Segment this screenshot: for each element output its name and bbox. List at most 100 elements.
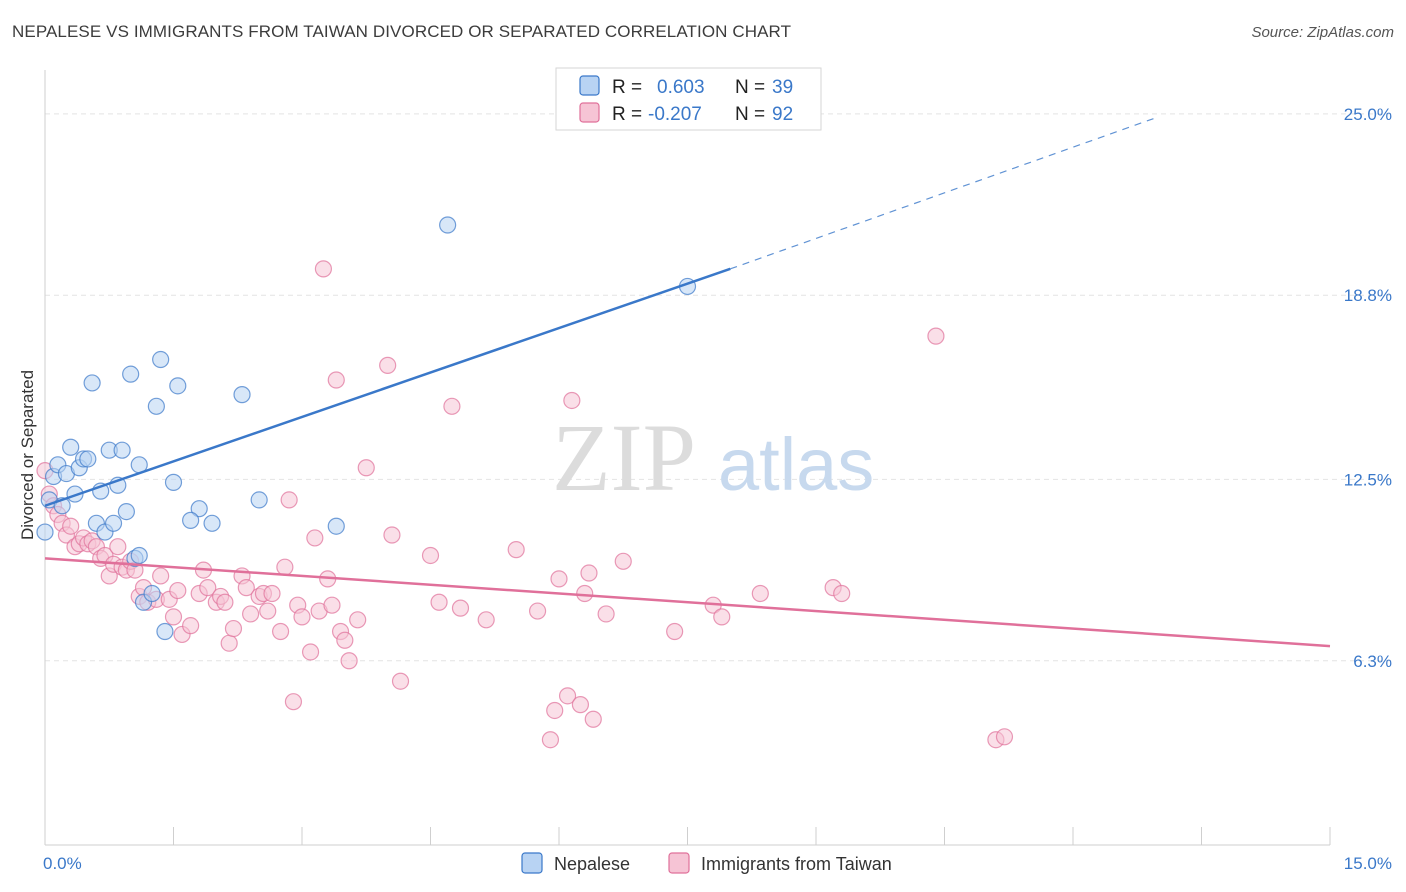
nepalese-point xyxy=(104,514,123,532)
taiwan-point xyxy=(306,529,324,547)
watermark-atlas: atlas xyxy=(718,423,874,506)
y-tick-label: 25.0% xyxy=(1344,105,1392,124)
taiwan-point xyxy=(550,570,568,588)
nepalese-trend-extension xyxy=(730,116,1159,270)
legend-n-value-taiwan: 92 xyxy=(772,104,793,125)
taiwan-point xyxy=(379,356,397,374)
taiwan-point xyxy=(571,696,590,714)
y-tick-label: 6.3% xyxy=(1353,652,1392,671)
nepalese-point xyxy=(113,441,131,459)
legend-r-value-nepalese: 0.603 xyxy=(657,77,705,98)
legend-n-label-nepalese: N = xyxy=(735,77,765,98)
taiwan-point xyxy=(182,617,200,635)
nepalese-point xyxy=(439,216,457,234)
taiwan-point xyxy=(666,622,684,641)
nepalese-point xyxy=(83,374,101,392)
taiwan-point xyxy=(833,584,851,603)
nepalese-point xyxy=(164,473,183,491)
bottom-legend-swatch-nepalese xyxy=(521,852,543,874)
taiwan-point xyxy=(224,619,243,638)
legend-bottom: Nepalese Immigrants from Taiwan xyxy=(521,852,892,874)
nepalese-point xyxy=(143,584,161,603)
taiwan-point xyxy=(62,517,80,535)
nepalese-point xyxy=(233,386,251,404)
nepalese-point xyxy=(117,503,135,521)
watermark: ZIP atlas xyxy=(552,404,874,511)
taiwan-point xyxy=(391,672,410,690)
legend-r-value-taiwan: -0.207 xyxy=(648,104,702,125)
taiwan-point xyxy=(109,538,127,556)
taiwan-point xyxy=(336,631,354,649)
taiwan-point xyxy=(507,541,525,559)
taiwan-point xyxy=(327,371,345,389)
taiwan-point xyxy=(576,584,594,603)
bottom-legend-taiwan: Immigrants from Taiwan xyxy=(701,854,892,874)
taiwan-point xyxy=(558,687,577,705)
nepalese-point xyxy=(79,450,97,468)
taiwan-point xyxy=(164,608,183,626)
nepalese-point xyxy=(182,511,200,529)
y-tick-label: 18.8% xyxy=(1344,286,1392,305)
bottom-legend-nepalese: Nepalese xyxy=(554,854,630,874)
taiwan-point xyxy=(383,526,401,544)
x-tick-label: 0.0% xyxy=(43,854,82,873)
taiwan-point xyxy=(546,701,564,720)
legend-swatch-nepalese xyxy=(579,75,600,96)
taiwan-point xyxy=(220,634,238,652)
nepalese-point xyxy=(130,546,148,565)
legend-box xyxy=(555,67,822,131)
taiwan-point xyxy=(528,602,547,620)
taiwan-point xyxy=(580,564,598,582)
taiwan-point xyxy=(477,611,495,629)
taiwan-point xyxy=(293,608,311,626)
bottom-legend-swatch-taiwan xyxy=(668,852,690,874)
taiwan-point xyxy=(349,611,367,629)
taiwan-point xyxy=(314,260,333,278)
taiwan-point xyxy=(280,491,298,509)
taiwan-point xyxy=(237,579,255,597)
taiwan-point xyxy=(713,608,731,626)
y-tick-labels: 6.3% 12.5% 18.8% 25.0% xyxy=(1344,105,1392,671)
taiwan-point xyxy=(323,596,341,614)
taiwan-point xyxy=(584,710,602,728)
taiwan-point xyxy=(199,579,217,597)
legend-n-value-nepalese: 39 xyxy=(772,77,793,98)
taiwan-point xyxy=(751,584,769,603)
nepalese-point xyxy=(62,438,80,456)
taiwan-point xyxy=(216,593,234,611)
taiwan-point xyxy=(284,693,303,711)
nepalese-point xyxy=(122,365,140,383)
legend-n-label-taiwan: N = xyxy=(735,104,765,125)
chart-title: NEPALESE VS IMMIGRANTS FROM TAIWAN DIVOR… xyxy=(12,22,792,41)
taiwan-point xyxy=(152,567,170,585)
taiwan-point xyxy=(563,391,581,410)
taiwan-trend-line xyxy=(44,557,1331,648)
nepalese-points xyxy=(36,216,697,641)
taiwan-point xyxy=(995,728,1014,746)
axes xyxy=(44,70,1331,846)
nepalese-point xyxy=(190,500,208,518)
nepalese-point xyxy=(156,622,174,641)
taiwan-point xyxy=(242,605,260,623)
y-axis-label: Divorced or Separated xyxy=(18,370,37,540)
taiwan-point xyxy=(301,643,320,661)
taiwan-point xyxy=(263,584,281,603)
taiwan-point xyxy=(276,558,294,576)
y-tick-label: 12.5% xyxy=(1344,470,1392,489)
nepalese-trend-line xyxy=(44,267,731,507)
x-tick-labels: 0.0% 15.0% xyxy=(43,854,1392,873)
taiwan-point xyxy=(259,602,277,620)
taiwan-point xyxy=(421,546,440,565)
taiwan-point xyxy=(357,459,375,477)
legend-r-label-nepalese: R = xyxy=(612,77,642,98)
taiwan-point xyxy=(927,327,945,345)
nepalese-point xyxy=(36,523,54,541)
taiwan-point xyxy=(443,397,461,415)
nepalese-point xyxy=(203,514,221,532)
trend-lines xyxy=(44,116,1331,648)
watermark-zip: ZIP xyxy=(552,404,696,511)
taiwan-point xyxy=(614,552,632,570)
nepalese-point xyxy=(147,397,165,415)
taiwan-point xyxy=(169,581,187,600)
